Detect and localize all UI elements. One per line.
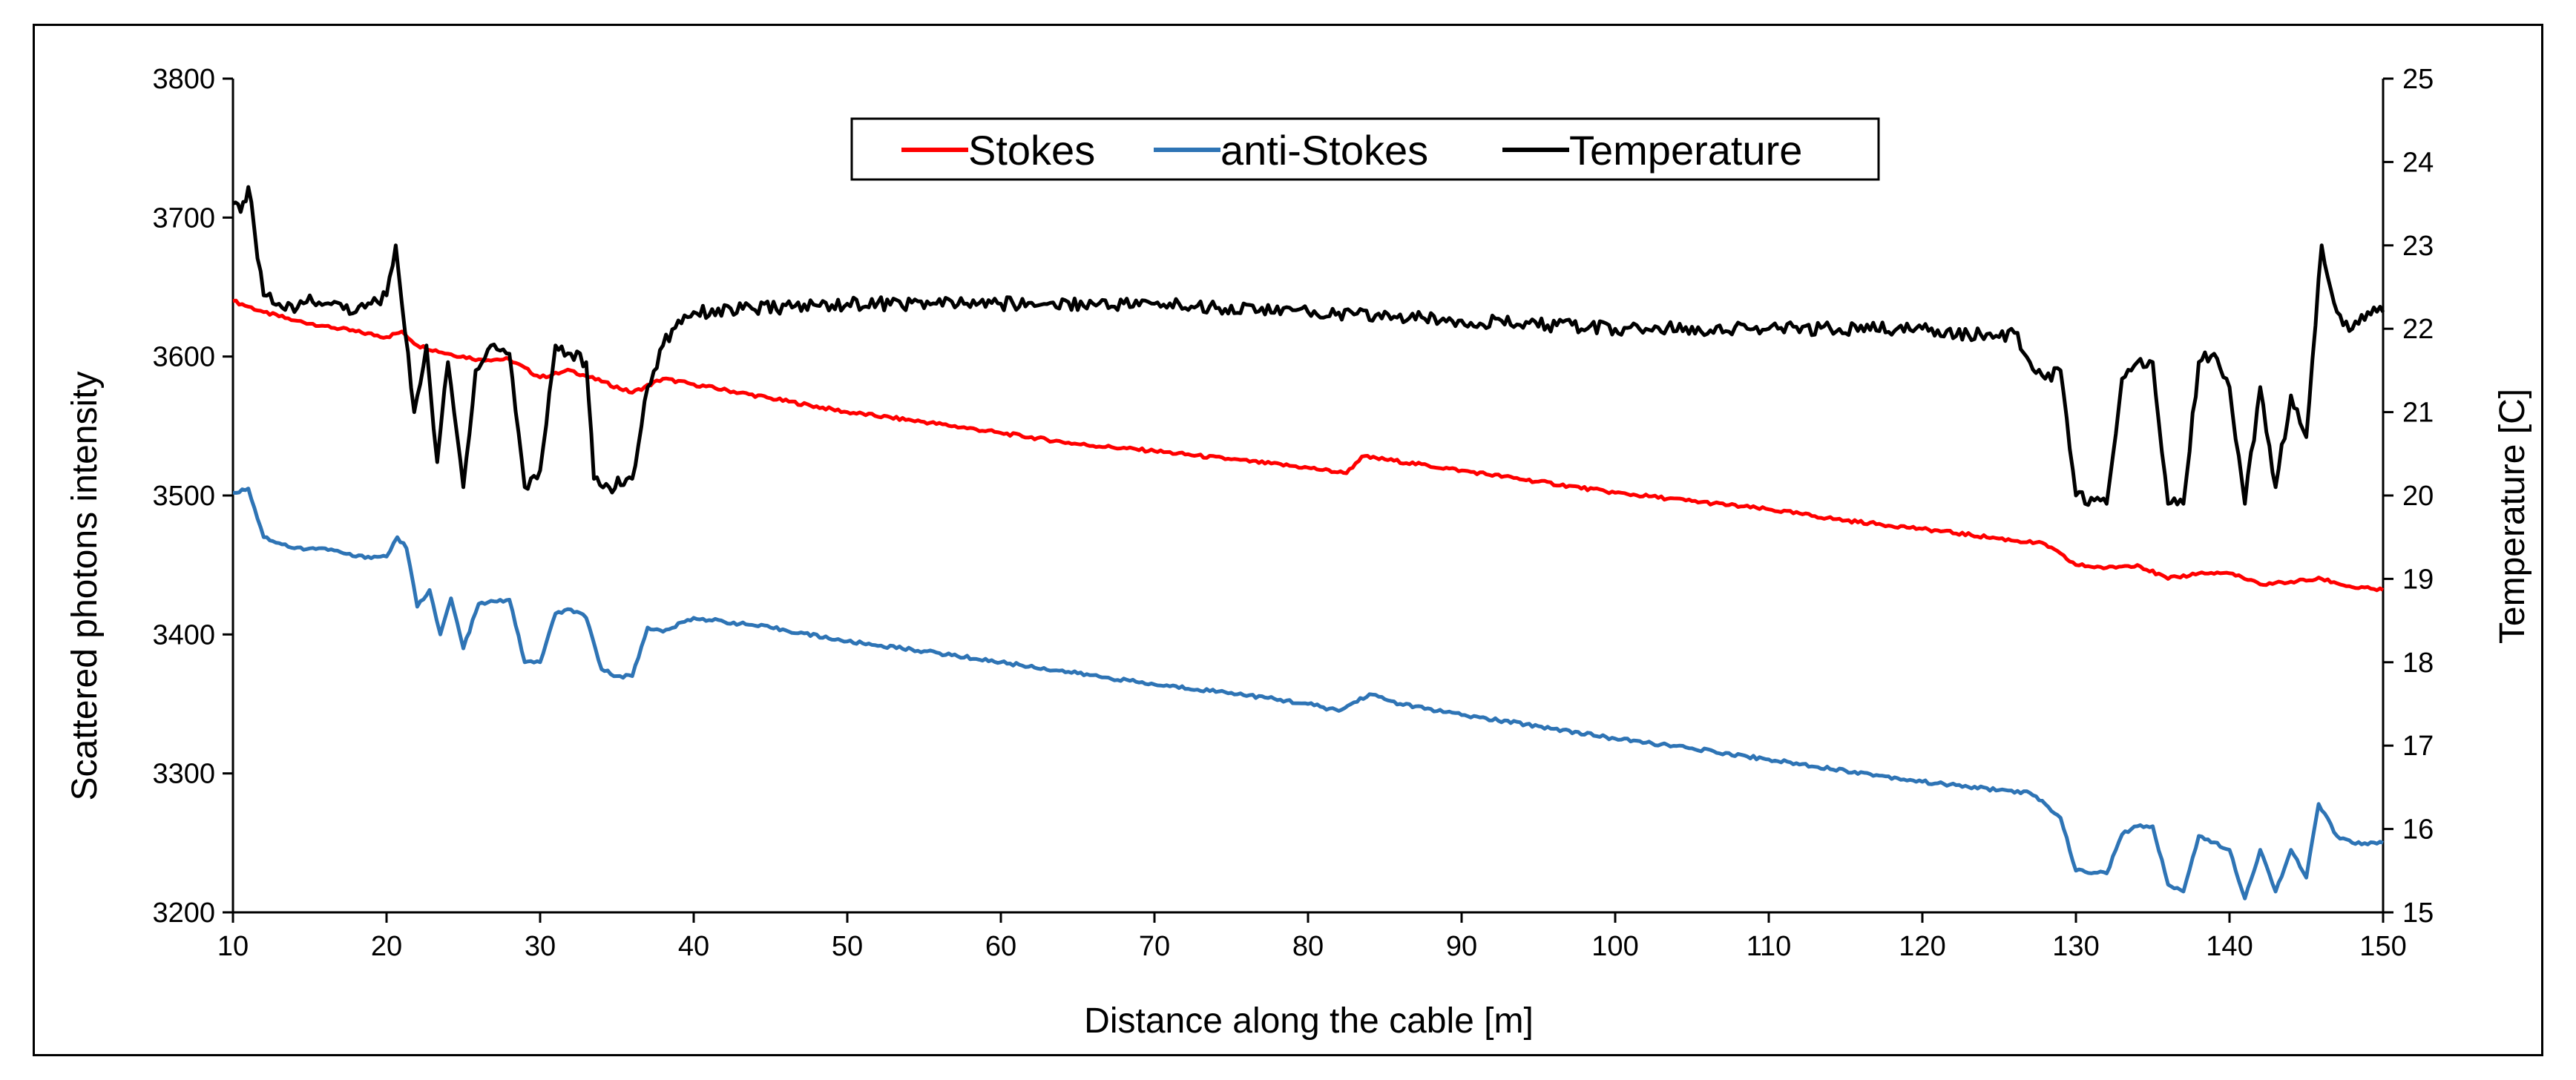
x-tick-label: 150: [2359, 931, 2406, 962]
x-tick-label: 130: [2052, 931, 2099, 962]
y2-tick-label: 17: [2402, 731, 2434, 762]
x-tick-label: 110: [1747, 931, 1792, 962]
x-tick-label: 140: [2206, 931, 2253, 962]
x-axis-title: Distance along the cable [m]: [1084, 1001, 1534, 1041]
y2-tick-label: 20: [2402, 481, 2434, 512]
chart-frame: [33, 24, 2543, 1056]
x-tick-label: 60: [985, 931, 1016, 962]
legend-label-temperature: Temperature: [1569, 127, 1802, 174]
x-tick-label: 100: [1591, 931, 1638, 962]
y-axis-ticks: 3200 3300 3400 3500 3600 3700 3800: [152, 64, 233, 929]
x-tick-label: 50: [832, 931, 863, 962]
series-line-anti-stokes: [232, 487, 2384, 900]
legend: Stokes anti-Stokes Temperature: [850, 117, 1880, 181]
y2-tick-label: 22: [2402, 314, 2434, 345]
y-tick-label: 3200: [152, 898, 215, 929]
x-tick-label: 80: [1292, 931, 1324, 962]
y2-tick-label: 18: [2402, 648, 2434, 679]
y2-tick-label: 21: [2402, 398, 2434, 429]
y-tick-label: 3700: [152, 202, 215, 234]
y2-tick-label: 16: [2402, 814, 2434, 846]
y2-tick-label: 23: [2402, 231, 2434, 262]
x-tick-label: 120: [1899, 931, 1945, 962]
y2-tick-label: 15: [2402, 898, 2434, 929]
y2-tick-label: 25: [2402, 64, 2434, 95]
legend-label-anti-stokes: anti-Stokes: [1220, 127, 1428, 174]
y-tick-label: 3400: [152, 619, 215, 651]
x-tick-label: 40: [678, 931, 709, 962]
y-tick-label: 3300: [152, 759, 215, 790]
axes: [231, 79, 2385, 914]
x-tick-label: 70: [1139, 931, 1170, 962]
series-line-stokes: [232, 298, 2385, 593]
legend-label-stokes: Stokes: [968, 127, 1095, 174]
x-tick-label: 30: [525, 931, 556, 962]
y2-axis-title: Temperature [C]: [2493, 389, 2532, 644]
series-line-temperature: [231, 185, 2385, 507]
x-tick-label: 10: [217, 931, 249, 962]
x-tick-label: 90: [1446, 931, 1477, 962]
legend-box: [850, 117, 1880, 181]
series-layer: [231, 185, 2385, 900]
y-tick-label: 3500: [152, 481, 215, 512]
y2-tick-label: 24: [2402, 147, 2434, 178]
y-axis-title: Scattered photons intensity: [65, 371, 105, 800]
y-tick-label: 3800: [152, 64, 215, 95]
y-tick-label: 3600: [152, 342, 215, 373]
y2-axis-ticks: 15 16 17 18 19 20 21 22 23 24 25: [2383, 64, 2434, 929]
y2-tick-label: 19: [2402, 564, 2434, 595]
x-tick-label: 20: [371, 931, 402, 962]
x-axis-ticks: 10 20 30 40 50 60 70 80 90 100 110 120 130 140 150: [217, 912, 2407, 962]
